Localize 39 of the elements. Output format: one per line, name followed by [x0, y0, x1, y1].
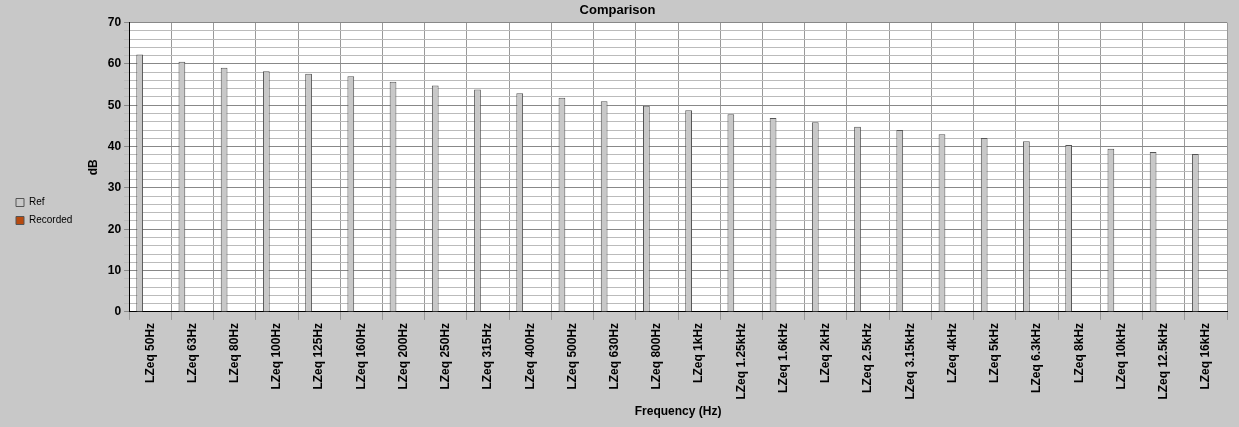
x-axis-title: Frequency (Hz) — [634, 404, 722, 419]
x-tick-label: LZeq 100Hz — [269, 322, 284, 390]
y-tick-label: 40 — [107, 138, 122, 153]
x-tick-label: LZeq 315Hz — [480, 322, 495, 390]
x-tick-label: LZeq 12.5kHz — [1155, 322, 1170, 400]
x-tick-label: LZeq 1.6kHz — [775, 322, 790, 393]
legend-label: Ref — [29, 196, 45, 208]
x-tick-label: LZeq 6.3kHz — [1029, 322, 1044, 393]
y-tick-label: 50 — [107, 97, 122, 112]
x-tick-label: LZeq 8kHz — [1071, 322, 1086, 383]
y-tick-label: 70 — [107, 14, 122, 29]
y-axis-title: dB — [85, 158, 100, 176]
legend-label: Recorded — [29, 214, 73, 226]
x-tick-label: LZeq 1kHz — [691, 322, 706, 383]
chart-title: Comparison — [579, 2, 656, 18]
x-tick-label: LZeq 160Hz — [353, 322, 368, 390]
x-tick-label: LZeq 63Hz — [184, 322, 199, 383]
y-tick-label: 30 — [107, 180, 122, 195]
x-tick-label: LZeq 800Hz — [649, 322, 664, 390]
y-tick-label: 0 — [114, 304, 122, 319]
x-tick-label: LZeq 3.15kHz — [902, 322, 917, 400]
x-tick-label: LZeq 16kHz — [1198, 322, 1213, 390]
x-tick-label: LZeq 50Hz — [142, 322, 157, 383]
x-tick-label: LZeq 10kHz — [1113, 322, 1128, 390]
x-tick-label: LZeq 500Hz — [564, 322, 579, 390]
x-tick-label: LZeq 630Hz — [607, 322, 622, 390]
x-tick-label: LZeq 400Hz — [522, 322, 537, 390]
x-tick-label: LZeq 2kHz — [818, 322, 833, 383]
x-tick-label: LZeq 200Hz — [395, 322, 410, 390]
y-tick-label: 60 — [107, 56, 122, 71]
x-tick-label: LZeq 1.25kHz — [733, 322, 748, 400]
x-tick-label: LZeq 4kHz — [944, 322, 959, 383]
x-tick-label: LZeq 5kHz — [987, 322, 1002, 383]
y-tick-label: 20 — [107, 221, 122, 236]
x-tick-label: LZeq 250Hz — [438, 322, 453, 390]
x-tick-label: LZeq 125Hz — [311, 322, 326, 390]
x-tick-label: LZeq 2.5kHz — [860, 322, 875, 393]
x-tick-label: LZeq 80Hz — [226, 322, 241, 383]
y-tick-label: 10 — [107, 262, 122, 277]
